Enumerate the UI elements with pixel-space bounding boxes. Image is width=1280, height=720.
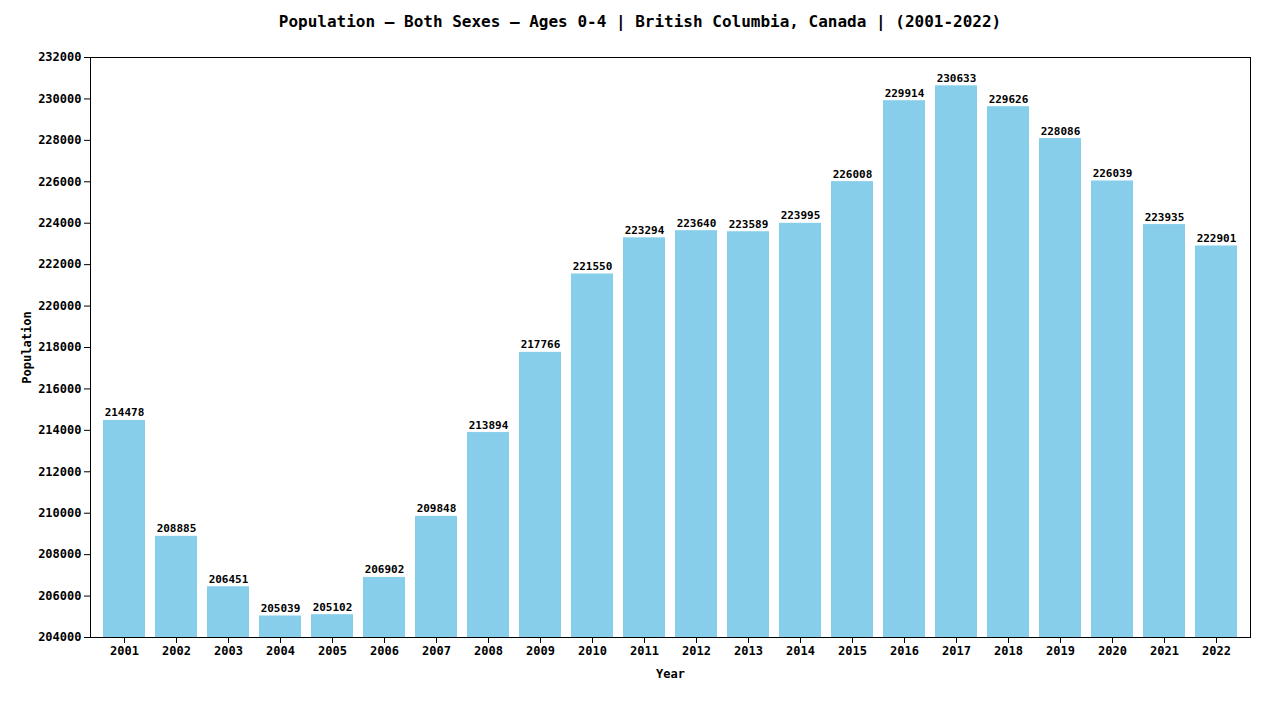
svg-text:2015: 2015 [838,644,867,658]
svg-text:2004: 2004 [266,644,295,658]
svg-text:223995: 223995 [781,209,821,222]
svg-text:212000: 212000 [38,465,81,479]
svg-text:213894: 213894 [469,419,509,432]
svg-text:206000: 206000 [38,589,81,603]
svg-text:2010: 2010 [578,644,607,658]
svg-text:2001: 2001 [110,644,139,658]
svg-text:2019: 2019 [1046,644,1075,658]
svg-text:226000: 226000 [38,175,81,189]
svg-text:2017: 2017 [942,644,971,658]
svg-text:230633: 230633 [937,72,977,85]
svg-text:222000: 222000 [38,257,81,271]
svg-text:230000: 230000 [38,92,81,106]
svg-text:229914: 229914 [885,87,925,100]
svg-text:228086: 228086 [1041,125,1081,138]
svg-text:2006: 2006 [370,644,399,658]
svg-text:Population: Population [20,311,34,383]
svg-text:205102: 205102 [313,601,353,614]
svg-text:208000: 208000 [38,547,81,561]
svg-text:223589: 223589 [729,218,769,231]
svg-text:223640: 223640 [677,217,717,230]
svg-text:208885: 208885 [157,522,197,535]
svg-text:224000: 224000 [38,216,81,230]
svg-text:204000: 204000 [38,630,81,644]
svg-text:205039: 205039 [261,602,301,615]
svg-text:2021: 2021 [1150,644,1179,658]
svg-text:206451: 206451 [209,573,249,586]
svg-text:2016: 2016 [890,644,919,658]
svg-text:Year: Year [656,667,685,681]
svg-text:226039: 226039 [1093,167,1133,180]
svg-text:228000: 228000 [38,133,81,147]
svg-text:2005: 2005 [318,644,347,658]
svg-text:2009: 2009 [526,644,555,658]
svg-text:214478: 214478 [105,406,145,419]
svg-text:221550: 221550 [573,260,613,273]
svg-text:223294: 223294 [625,224,665,237]
svg-text:2011: 2011 [630,644,659,658]
svg-text:216000: 216000 [38,382,81,396]
html-text:Population – Both Sexes – Ages: Population – Both Sexes – Ages 0-4 | Bri… [278,12,1002,31]
svg-text:2007: 2007 [422,644,451,658]
svg-text:2018: 2018 [994,644,1023,658]
svg-text:223935: 223935 [1145,211,1185,224]
svg-text:214000: 214000 [38,423,81,437]
svg-text:2013: 2013 [734,644,763,658]
svg-text:2003: 2003 [214,644,243,658]
svg-text:2008: 2008 [474,644,503,658]
svg-text:226008: 226008 [833,168,873,181]
svg-text:229626: 229626 [989,93,1029,106]
svg-text:2014: 2014 [786,644,815,658]
svg-text:2002: 2002 [162,644,191,658]
svg-text:222901: 222901 [1197,232,1237,245]
svg-text:2012: 2012 [682,644,711,658]
svg-text:206902: 206902 [365,563,405,576]
svg-text:218000: 218000 [38,340,81,354]
svg-text:220000: 220000 [38,299,81,313]
svg-text:209848: 209848 [417,502,457,515]
svg-text:210000: 210000 [38,506,81,520]
svg-text:232000: 232000 [38,50,81,64]
svg-text:2022: 2022 [1202,644,1231,658]
svg-text:2020: 2020 [1098,644,1127,658]
svg-text:217766: 217766 [521,338,561,351]
